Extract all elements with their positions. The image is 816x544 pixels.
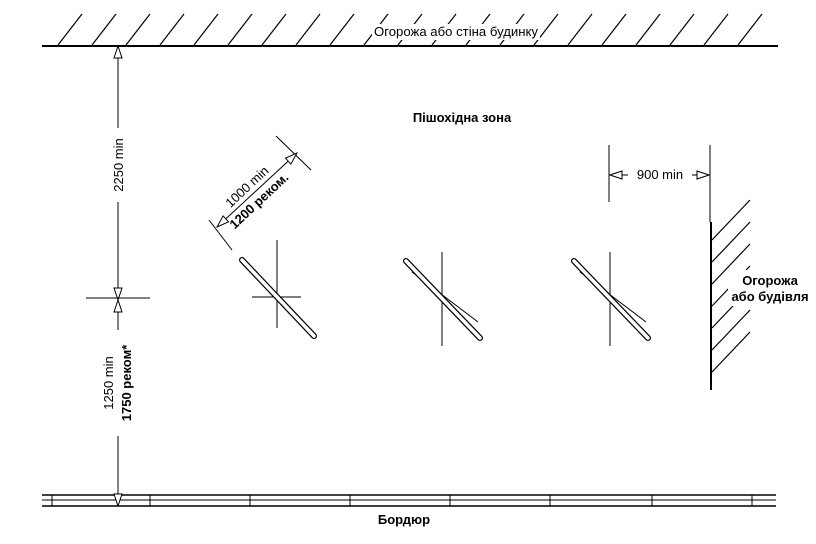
- hatch-line: [91, 13, 117, 46]
- hatch-line: [711, 221, 751, 263]
- hatch-line: [711, 199, 751, 241]
- hatch-line: [737, 13, 763, 46]
- bicycle-stand: [571, 252, 651, 346]
- top-gap-dimension: 2250 min: [111, 138, 126, 191]
- hatch-line: [227, 13, 253, 46]
- curb-gap-min-dimension: 1250 min: [101, 356, 116, 409]
- hatch-line: [635, 13, 661, 46]
- top-fence-label: Огорожа або стіна будинку: [374, 24, 538, 39]
- bicycle-stand: [239, 240, 317, 339]
- bicycle-stand: [403, 252, 483, 346]
- hatch-line: [711, 243, 751, 285]
- hatch-line: [125, 13, 151, 46]
- stand-spacing-dimension: 1000 min 1200 реком.: [208, 135, 312, 251]
- hatch-line: [669, 13, 695, 46]
- hatch-line: [329, 13, 355, 46]
- pedestrian-zone-label: Пішохідна зона: [413, 110, 512, 125]
- hatch-line: [295, 13, 321, 46]
- hatch-line: [601, 13, 627, 46]
- right-fence-label-line1: Огорожа: [742, 273, 798, 288]
- hatch-line: [703, 13, 729, 46]
- hatch-line: [261, 13, 287, 46]
- right-fence-label-line2: або будівля: [731, 289, 808, 304]
- hatch-line: [57, 13, 83, 46]
- curb-label: Бордюр: [378, 512, 430, 527]
- curb: [42, 494, 776, 507]
- hatch-line: [159, 13, 185, 46]
- top-fence-label-group: Огорожа або стіна будинку: [372, 24, 540, 40]
- right-fence-label-group: Огорожа або будівля: [728, 270, 816, 306]
- curb-gap-rec-dimension: 1750 реком*: [119, 344, 134, 421]
- hatch-line: [711, 309, 751, 351]
- hatch-line: [711, 331, 751, 373]
- side-gap-label: 900 min: [637, 167, 683, 182]
- vertical-dimension: 2250 min 1250 min 1750 реком*: [86, 46, 150, 506]
- side-gap-dimension: 900 min: [608, 145, 711, 222]
- hatch-line: [193, 13, 219, 46]
- hatch-line: [567, 13, 593, 46]
